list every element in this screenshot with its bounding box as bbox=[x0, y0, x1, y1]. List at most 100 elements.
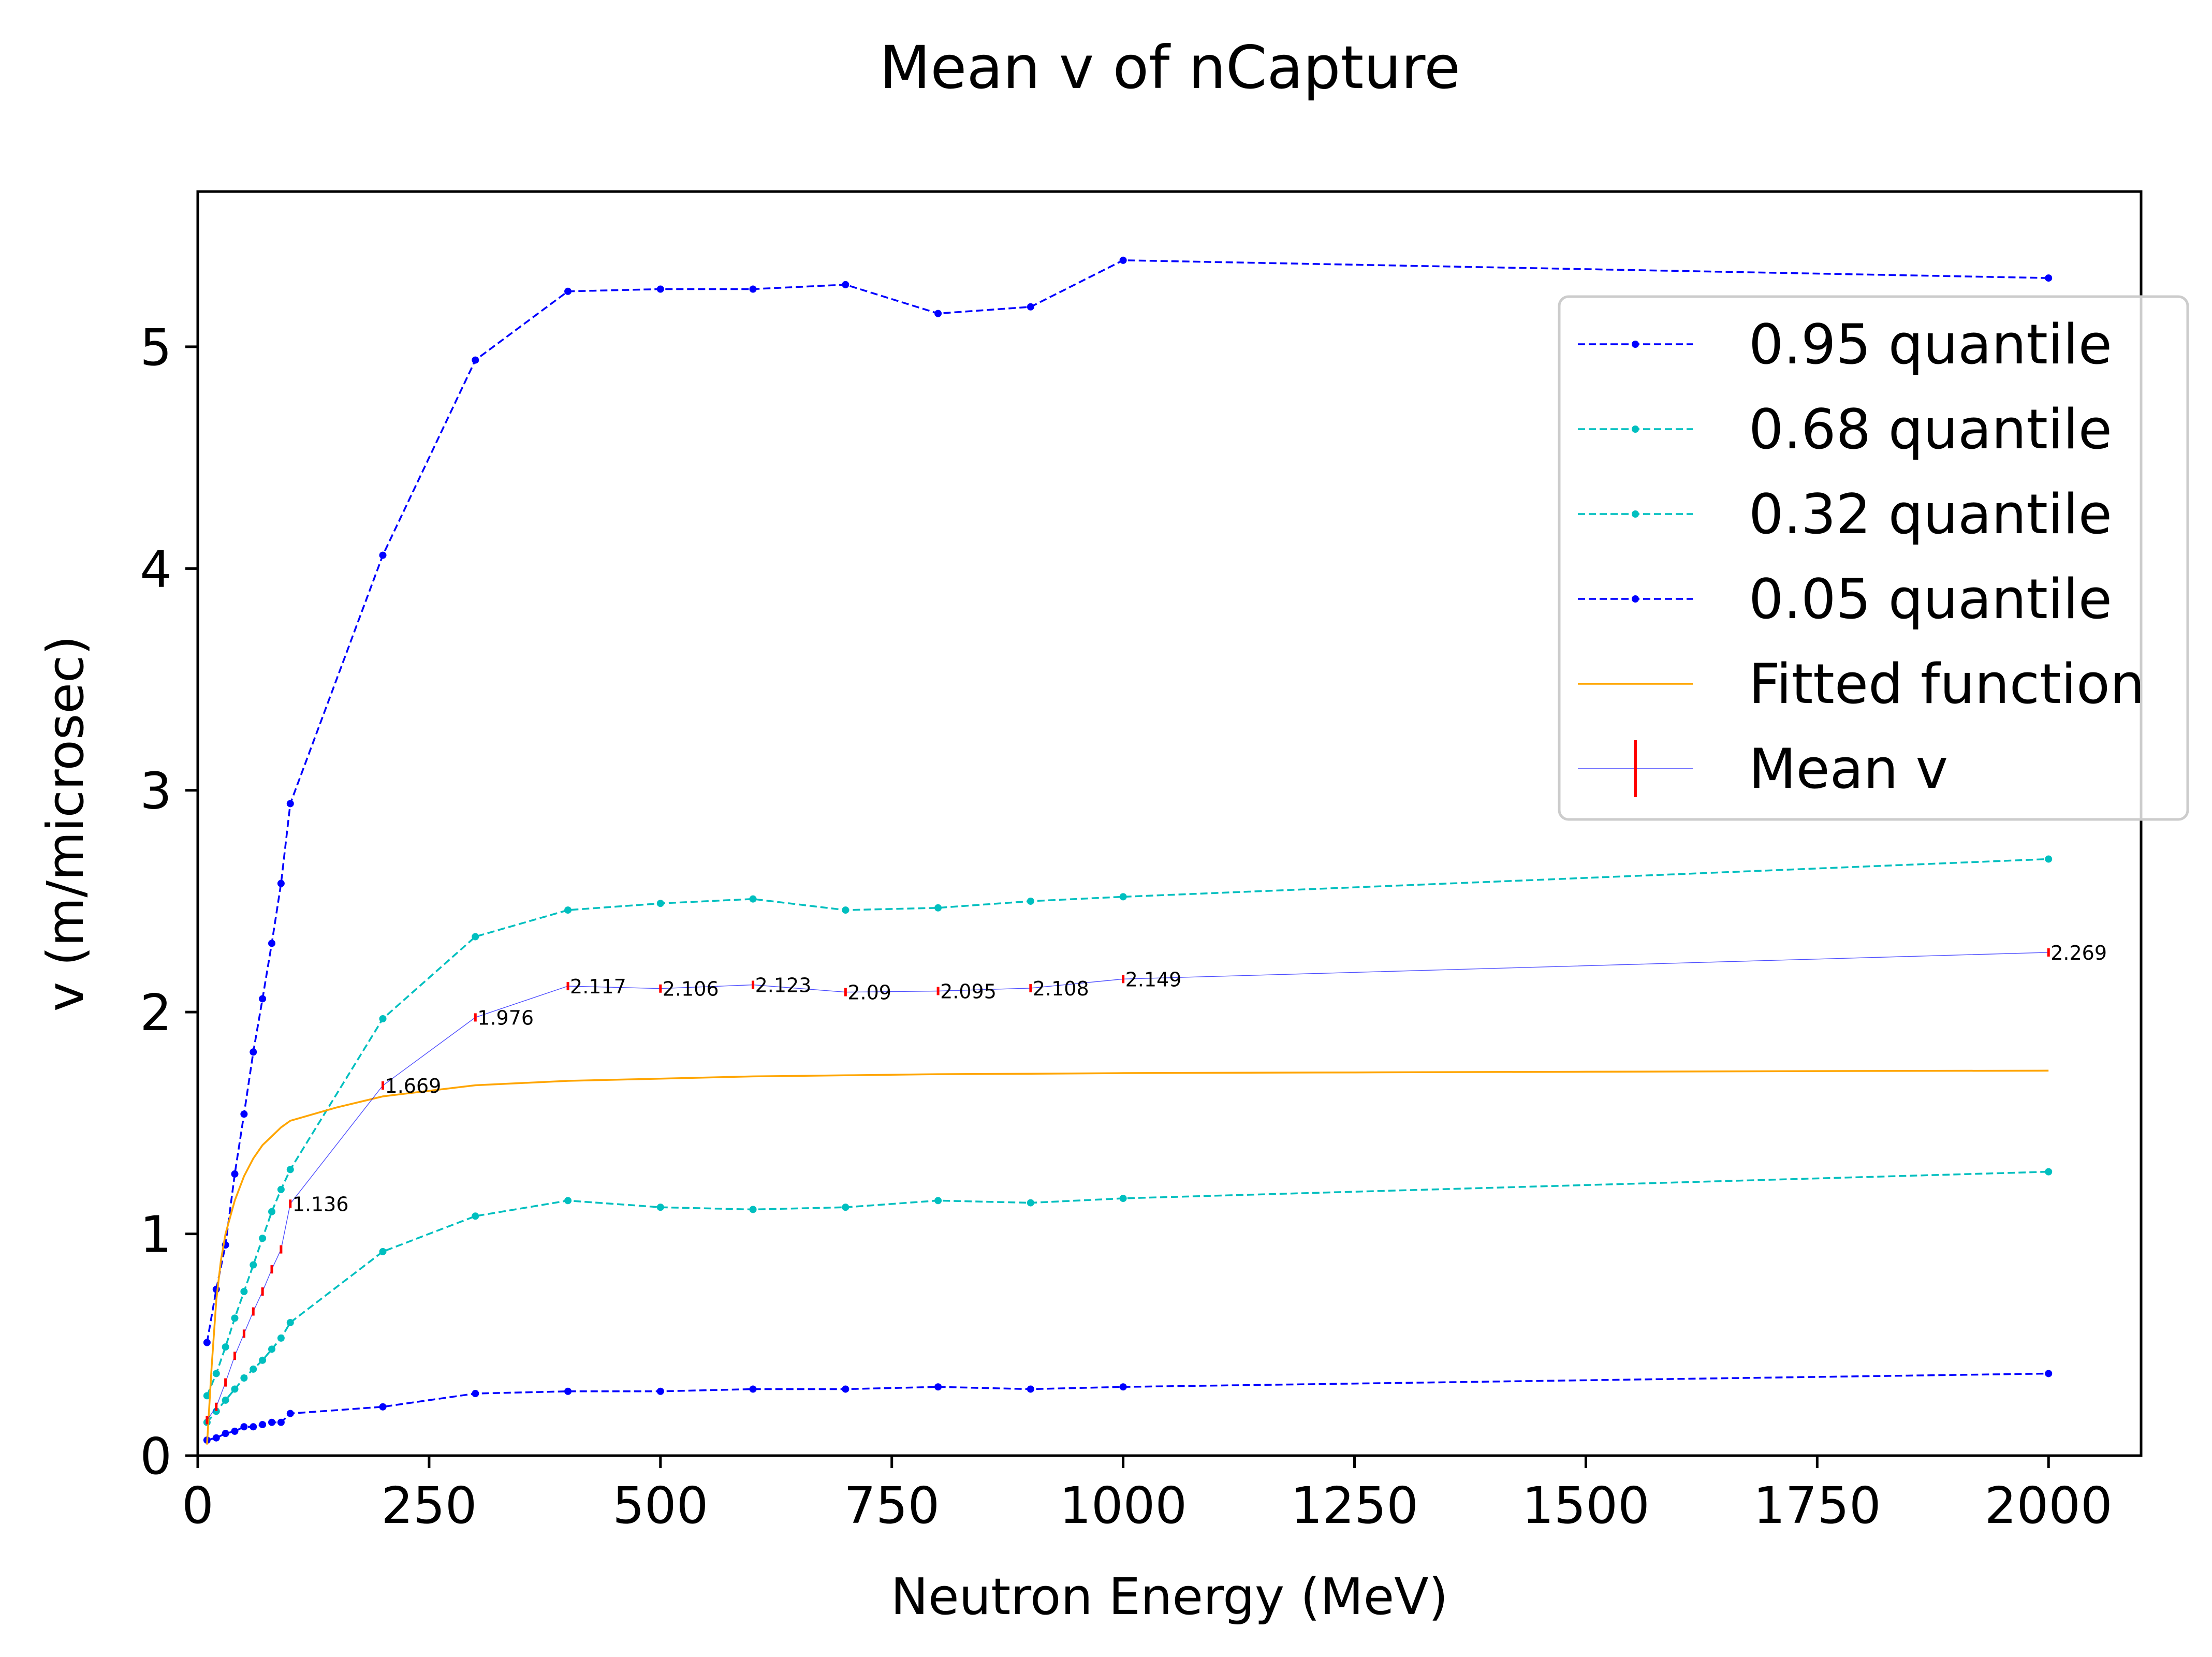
data-point bbox=[472, 356, 479, 364]
data-point bbox=[222, 1396, 229, 1404]
data-point bbox=[250, 1423, 257, 1431]
y-tick-label: 4 bbox=[140, 540, 172, 598]
data-point bbox=[379, 551, 387, 559]
data-point bbox=[277, 879, 285, 887]
data-point bbox=[1027, 897, 1034, 905]
legend-item: 0.32 quantile bbox=[1578, 482, 2112, 546]
data-point bbox=[240, 1110, 248, 1118]
data-point bbox=[259, 1421, 267, 1429]
legend-marker bbox=[1632, 510, 1639, 518]
data-point bbox=[749, 1385, 757, 1393]
data-point bbox=[749, 1206, 757, 1213]
data-point bbox=[222, 1430, 229, 1438]
data-point bbox=[379, 1403, 387, 1411]
data-point bbox=[277, 1185, 285, 1193]
y-tick-label: 5 bbox=[140, 318, 172, 377]
series-line bbox=[207, 1372, 2049, 1441]
data-point bbox=[472, 1212, 479, 1220]
series-line bbox=[207, 952, 2049, 1420]
series-0-68-quantile bbox=[203, 855, 2053, 1400]
data-point bbox=[749, 285, 757, 293]
x-tick-label: 2000 bbox=[1985, 1476, 2113, 1535]
x-axis-ticks: 0 250 500 750 1000 1250 1500 1750 2000 bbox=[182, 1456, 2113, 1535]
data-point bbox=[259, 995, 267, 1003]
legend-marker bbox=[1632, 595, 1639, 603]
y-tick-label: 0 bbox=[140, 1427, 172, 1486]
data-label: 2.09 bbox=[847, 981, 891, 1004]
y-axis-ticks: 0 1 2 3 4 5 bbox=[140, 318, 198, 1486]
legend-item: Fitted function bbox=[1578, 652, 2145, 716]
data-point bbox=[842, 906, 849, 914]
data-point bbox=[212, 1285, 220, 1293]
data-point bbox=[564, 906, 572, 914]
data-point bbox=[2045, 1370, 2053, 1377]
data-point bbox=[934, 1197, 942, 1205]
data-point bbox=[240, 1423, 248, 1431]
data-point bbox=[268, 1418, 276, 1426]
x-tick-label: 750 bbox=[844, 1476, 940, 1535]
series-mean-v bbox=[206, 948, 2050, 1425]
data-point bbox=[656, 1387, 664, 1395]
data-point bbox=[231, 1170, 239, 1178]
data-label: 2.123 bbox=[755, 974, 812, 996]
data-point bbox=[203, 1339, 211, 1346]
legend-label: Mean v bbox=[1749, 737, 1948, 801]
legend-box bbox=[1558, 295, 2189, 821]
data-label: 1.136 bbox=[292, 1193, 349, 1215]
x-tick-label: 1000 bbox=[1059, 1476, 1187, 1535]
data-label: 1.669 bbox=[385, 1075, 442, 1097]
legend-label: 0.32 quantile bbox=[1749, 482, 2112, 546]
data-point bbox=[203, 1392, 211, 1400]
data-point bbox=[268, 1345, 276, 1353]
data-point bbox=[1027, 1199, 1034, 1207]
data-point bbox=[564, 1197, 572, 1205]
data-point bbox=[250, 1048, 257, 1056]
data-point bbox=[842, 281, 849, 288]
data-label: 2.095 bbox=[940, 980, 997, 1003]
series-fitted-function bbox=[206, 1069, 2049, 1445]
y-tick-label: 1 bbox=[140, 1206, 172, 1264]
series-line bbox=[206, 1069, 2049, 1445]
data-label: 1.976 bbox=[477, 1006, 534, 1029]
data-point bbox=[749, 895, 757, 903]
data-point bbox=[656, 1204, 664, 1211]
data-point bbox=[286, 1410, 294, 1417]
data-point bbox=[286, 1166, 294, 1174]
data-point bbox=[564, 1387, 572, 1395]
data-point bbox=[1027, 1385, 1034, 1393]
data-point bbox=[379, 1248, 387, 1255]
series-0-32-quantile bbox=[203, 1168, 2053, 1426]
y-tick-label: 2 bbox=[140, 984, 172, 1042]
data-point bbox=[842, 1385, 849, 1393]
x-tick-label: 250 bbox=[381, 1476, 477, 1535]
data-point bbox=[2045, 1168, 2053, 1176]
y-tick-label: 3 bbox=[140, 762, 172, 820]
data-point bbox=[842, 1204, 849, 1211]
legend-marker bbox=[1632, 426, 1639, 433]
data-point bbox=[231, 1314, 239, 1322]
x-tick-label: 1500 bbox=[1522, 1476, 1650, 1535]
data-point bbox=[379, 1015, 387, 1023]
chart-title: Mean v of nCapture bbox=[880, 33, 1460, 102]
data-point bbox=[259, 1356, 267, 1364]
data-point bbox=[656, 285, 664, 293]
data-point bbox=[268, 1208, 276, 1215]
data-point bbox=[1119, 893, 1127, 901]
series-line bbox=[206, 858, 2049, 1396]
data-point bbox=[277, 1418, 285, 1426]
x-tick-label: 1750 bbox=[1753, 1476, 1881, 1535]
data-point bbox=[2045, 274, 2053, 282]
data-point bbox=[250, 1261, 257, 1269]
x-tick-label: 500 bbox=[612, 1476, 708, 1535]
data-point bbox=[472, 933, 479, 941]
series-line bbox=[206, 259, 2049, 1343]
legend: 0.95 quantile 0.68 quantile 0.32 quantile 0… bbox=[1558, 295, 2189, 821]
legend-label: 0.05 quantile bbox=[1749, 567, 2112, 631]
data-point bbox=[222, 1343, 229, 1351]
data-point bbox=[656, 900, 664, 907]
y-axis-label: v (m/microsec) bbox=[36, 636, 95, 1012]
data-label: 2.149 bbox=[1125, 968, 1182, 991]
legend-item: 0.68 quantile bbox=[1578, 398, 2112, 461]
legend-item: 0.95 quantile bbox=[1578, 313, 2112, 376]
